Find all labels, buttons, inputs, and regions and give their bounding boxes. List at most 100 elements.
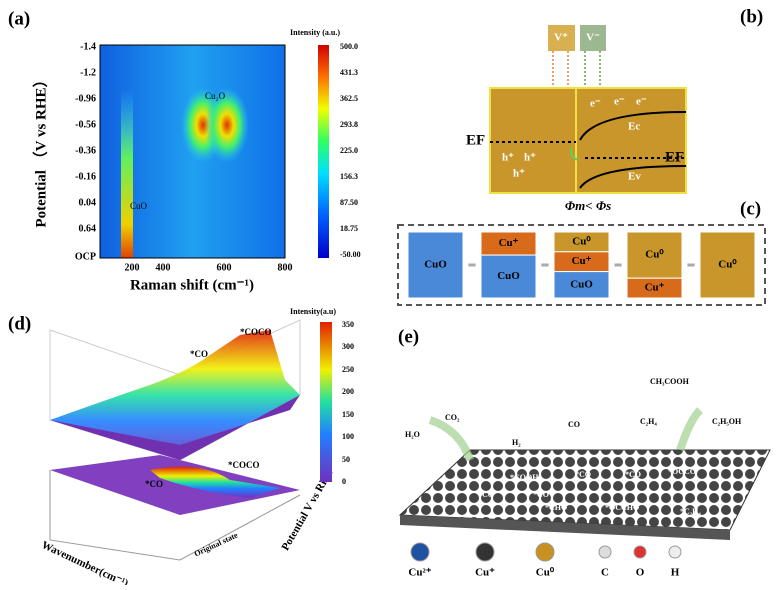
box: [548, 25, 575, 51]
intermediate: *CO: [478, 490, 494, 499]
panel-label: (e): [398, 326, 419, 347]
legend-swatch: [410, 542, 430, 562]
arrow: [428, 416, 474, 462]
intermediate: *OCCHO: [605, 503, 639, 512]
layer: [407, 231, 464, 299]
legend-label: H: [671, 567, 680, 579]
colorbar-tick: 50: [342, 455, 350, 464]
colorbar-tick: -50.00: [340, 250, 361, 259]
x-axis-label: Raman shift (cm⁻¹): [130, 277, 254, 293]
arrow: [676, 407, 703, 452]
layer: [553, 271, 610, 299]
legend-swatch: [535, 542, 555, 562]
intermediate: *CO: [575, 470, 591, 479]
annotation: Cu₂O: [205, 91, 226, 101]
arrow: [569, 147, 579, 161]
label: Ec: [628, 121, 640, 133]
colorbar-title: Intensity (a.u.): [290, 28, 340, 37]
colorbar-tick: 0: [342, 477, 346, 486]
colorbar-tick: 500.0: [340, 42, 358, 51]
legend-swatch: [475, 542, 495, 562]
panel-label: (d): [8, 313, 31, 334]
colorbar-tick: 362.5: [340, 94, 358, 103]
colorbar-tick: 293.8: [340, 120, 358, 129]
molecule: C₂H₅OH: [712, 417, 742, 426]
annotation: *COCO: [228, 460, 260, 470]
y-tick-label: -0.36: [75, 145, 96, 156]
layer-label: CuO: [497, 270, 520, 282]
panel-c: (c) CuO Cu⁺ CuO Cu⁰ Cu⁺ CuO Cu⁰ Cu⁺ Cu⁰: [397, 198, 766, 306]
layer-label: Cu⁺: [572, 255, 592, 267]
heatmap-band: [121, 90, 133, 258]
molecule: CO₂: [445, 413, 460, 422]
panel-d: (d) *CO *COCO *CO *COCO Wavenumber(cm⁻¹)…: [8, 307, 354, 590]
y-tick-label: 0.64: [79, 223, 97, 234]
metal: [489, 87, 577, 194]
label: e⁻: [614, 96, 625, 108]
box: [580, 25, 606, 51]
legend-label: Cu⁺: [475, 567, 495, 579]
legend-label: C: [601, 567, 609, 579]
projection: [50, 455, 300, 515]
label: e⁻: [636, 96, 647, 108]
y-tick-label: -0.56: [75, 119, 96, 130]
colorbar: [318, 45, 329, 258]
x-tick-label: 400: [156, 262, 171, 273]
annotation: *CO: [190, 349, 208, 359]
layer: [699, 231, 756, 299]
label: h⁺: [502, 152, 514, 164]
y-tick-label: -0.96: [75, 93, 96, 104]
layer-label: CuO: [570, 278, 593, 290]
intermediate: *COOH: [510, 473, 539, 482]
label: V⁺: [554, 32, 568, 44]
label: h⁺: [513, 168, 525, 180]
legend-swatch: [633, 545, 647, 559]
intermediate: *CO: [625, 470, 641, 479]
semiconductor: [575, 87, 687, 194]
surface: [50, 330, 300, 460]
plot-frame: [99, 44, 286, 259]
panel-a: (a) Cu₂O CuO 200 400 600 800 -1.4 -1.2 -…: [8, 8, 361, 293]
y-axis-label: Potential （V vs RHE）: [31, 72, 49, 227]
x-tick-label: 800: [278, 262, 293, 273]
x-axis-label: Wavenumber(cm⁻¹): [40, 539, 131, 585]
x-tick-label: 600: [217, 262, 232, 273]
colorbar-tick: 200: [342, 387, 354, 396]
layer-label: Cu⁰: [572, 235, 591, 247]
panel-e: (e) H₂O CO₂ H₂ CO C₂H₄ CH₃COOH C₂H₅OH *C…: [398, 326, 771, 579]
projection-hotspot: [150, 466, 280, 498]
layer-label: Cu⁺: [499, 237, 519, 249]
layer-label: Cu⁺: [645, 282, 665, 294]
valence-band: [579, 165, 687, 189]
y-tick-label: -1.4: [80, 41, 96, 52]
legend-swatch: [668, 545, 682, 559]
caption: Φm< Φs: [565, 198, 611, 213]
colorbar-tick: 225.0: [340, 146, 358, 155]
frame: [397, 224, 766, 306]
intermediate: *C₂H₄: [680, 507, 701, 516]
label: e⁻: [590, 98, 601, 110]
y-tick-label: -1.2: [80, 67, 96, 78]
y-tick-label: OCP: [75, 251, 96, 262]
colorbar-tick: 431.3: [340, 68, 358, 77]
label: EF: [665, 149, 684, 165]
legend-label: Cu²⁺: [408, 567, 431, 579]
label: Ev: [628, 171, 641, 183]
panel-label: (a): [8, 8, 30, 29]
surface-base: [50, 395, 300, 460]
conduction-band: [579, 111, 687, 141]
layer: [626, 277, 683, 299]
molecule: CO: [568, 420, 580, 429]
heatmap-peak: [205, 87, 249, 163]
annotation: CuO: [130, 201, 148, 211]
intermediate: *CHO: [545, 503, 567, 512]
colorbar-tick: 18.75: [340, 224, 358, 233]
layer-label: Cu⁰: [645, 249, 664, 261]
intermediate: *CO: [533, 490, 549, 499]
legend-swatch: [598, 545, 612, 559]
colorbar-tick: 250: [342, 365, 354, 374]
colorbar-tick: 156.3: [340, 172, 358, 181]
colorbar-tick: 150: [342, 410, 354, 419]
catalyst-edge: [400, 515, 730, 540]
